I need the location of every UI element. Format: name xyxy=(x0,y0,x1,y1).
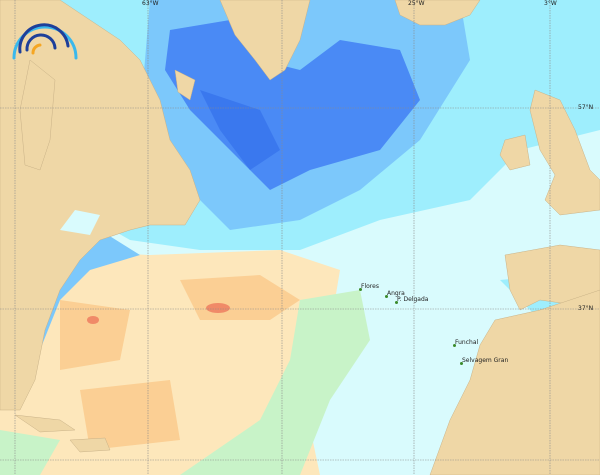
lon-label-3w: 3°W xyxy=(544,0,557,7)
wave-arcs-logo xyxy=(12,23,78,60)
place-angra[interactable]: Angra xyxy=(387,290,405,297)
place-marker xyxy=(385,295,388,298)
place-funchal[interactable]: Funchal xyxy=(455,339,479,346)
place-flores[interactable]: Flores xyxy=(361,283,379,290)
place-marker xyxy=(453,344,456,347)
place-selvagem-grande[interactable]: Selvagem Gran xyxy=(462,357,509,364)
place-marker xyxy=(460,362,463,365)
lat-label-57n: 57°N xyxy=(578,104,594,111)
lon-label-25w: 25°W xyxy=(408,0,425,7)
place-marker xyxy=(359,288,362,291)
lon-label-63w: 63°W xyxy=(142,0,159,7)
lat-label-37n: 37°N xyxy=(578,305,594,312)
place-ponta-delgada[interactable]: P. Delgada xyxy=(397,296,429,303)
place-marker xyxy=(395,301,398,304)
